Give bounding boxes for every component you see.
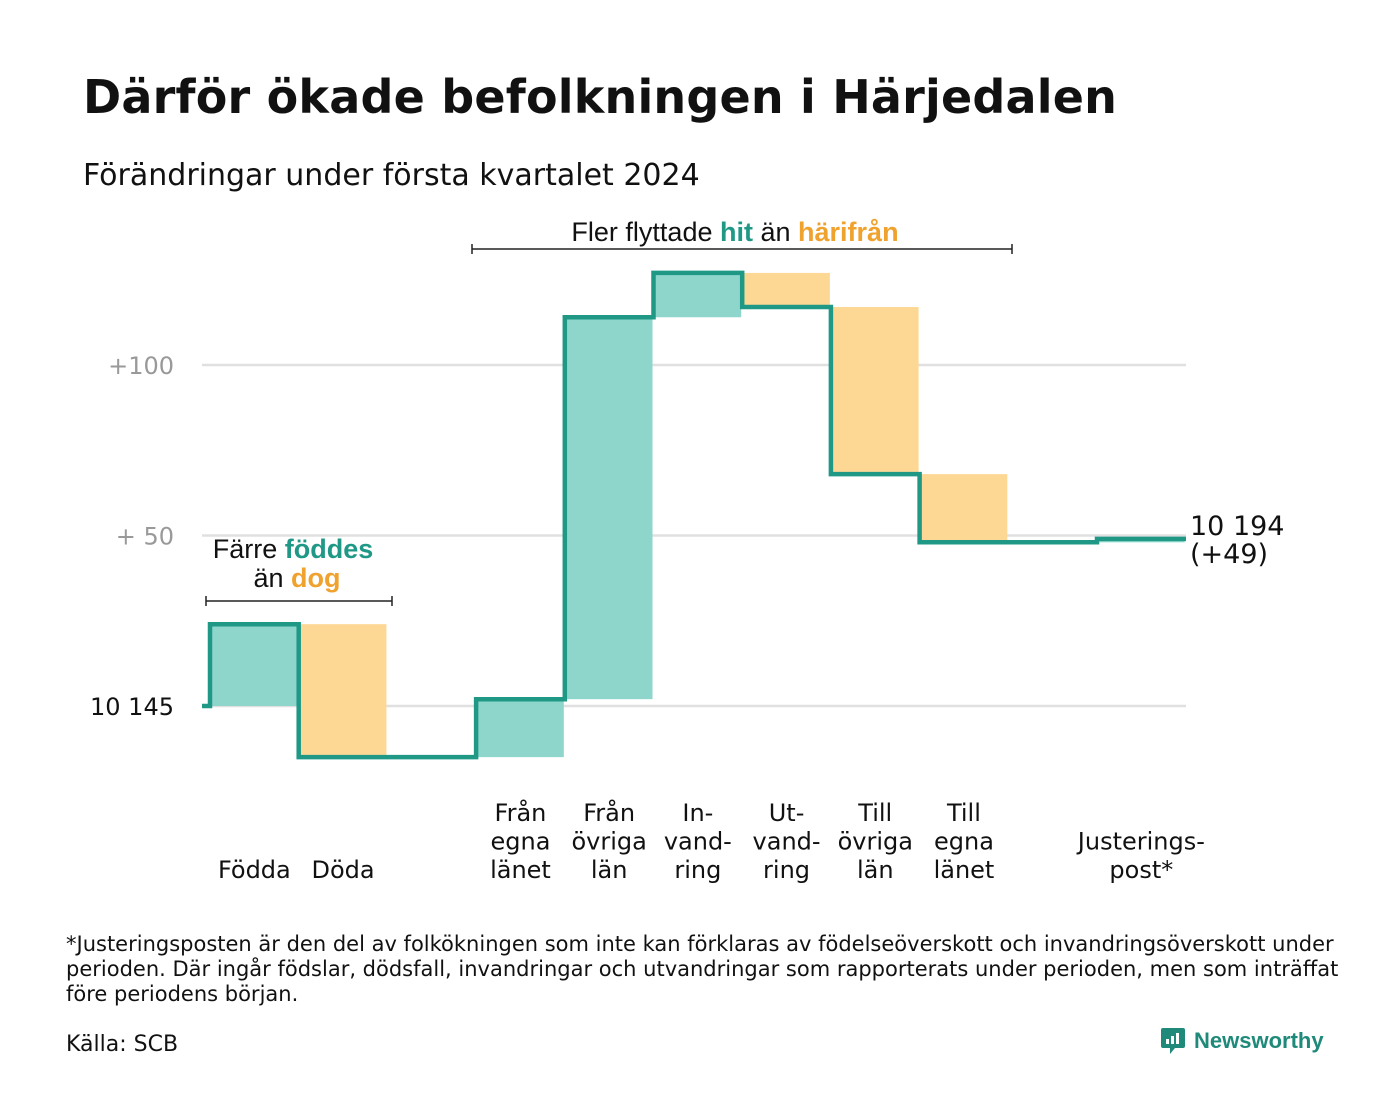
category-label: vand- — [664, 828, 732, 856]
end-change-label: (+49) — [1190, 539, 1268, 570]
footnote: *Justeringsposten är den del av folkökni… — [66, 932, 1339, 1006]
category-label: Från — [583, 798, 635, 827]
migration-bracket — [471, 244, 1013, 254]
chart-title: Därför ökade befolkningen i Härjedalen — [83, 70, 1118, 124]
births-annotation-line1: Färre föddes — [213, 534, 374, 564]
newsworthy-logo-icon — [1161, 1028, 1185, 1054]
line-layer — [202, 270, 1186, 760]
category-label: ring — [674, 856, 721, 884]
category-label: In- — [682, 799, 713, 827]
bar-6 — [743, 272, 830, 308]
category-label: övriga — [838, 828, 913, 856]
brand-logo[interactable]: Newsworthy — [1160, 1026, 1324, 1056]
bar-8 — [920, 474, 1008, 543]
category-label: ring — [763, 856, 810, 884]
category-label: egna — [490, 828, 550, 856]
cumulative-step-line — [202, 270, 1186, 760]
category-label: Ut- — [769, 799, 805, 827]
y-tick-label: +100 — [108, 352, 174, 380]
category-label: Från — [495, 798, 547, 827]
category-label: län — [857, 856, 894, 884]
category-label: länet — [490, 856, 551, 884]
y-tick-label: + 50 — [116, 523, 174, 551]
category-label: övriga — [571, 828, 646, 856]
bar-layer — [211, 272, 1185, 758]
bar-3 — [477, 699, 564, 758]
category-label: egna — [934, 828, 994, 856]
migration-annotation: Fler flyttade hit än härifrån — [571, 217, 898, 247]
bar-4 — [565, 317, 653, 700]
category-label: vand- — [753, 828, 821, 856]
bar-7 — [831, 307, 919, 475]
bar-5 — [654, 272, 742, 318]
births-bracket — [205, 596, 393, 606]
category-label: Födda — [218, 856, 291, 884]
chart-subtitle: Förändringar under första kvartalet 2024 — [83, 158, 700, 193]
category-label: Justerings- — [1076, 828, 1205, 856]
category-label: Till — [857, 799, 892, 827]
label-layer: Födda DödaFrånegnalänetFrånövrigalänIn-va… — [218, 511, 1285, 884]
grid-layer: +100 + 50 10 145 — [90, 352, 1186, 721]
category-label: länet — [934, 856, 995, 884]
category-label: post* — [1109, 856, 1173, 884]
category-label: Till — [946, 799, 981, 827]
end-total-label: 10 194 — [1190, 511, 1284, 542]
category-label: län — [591, 856, 628, 884]
brand-name: Newsworthy — [1194, 1028, 1324, 1053]
y-tick-label: 10 145 — [90, 693, 174, 721]
births-annotation-line2: än dog — [253, 563, 340, 593]
bar-0 — [211, 624, 298, 706]
source-text: Källa: SCB — [66, 1032, 179, 1057]
bar-1 — [299, 624, 387, 758]
category-label: Döda — [311, 856, 374, 884]
